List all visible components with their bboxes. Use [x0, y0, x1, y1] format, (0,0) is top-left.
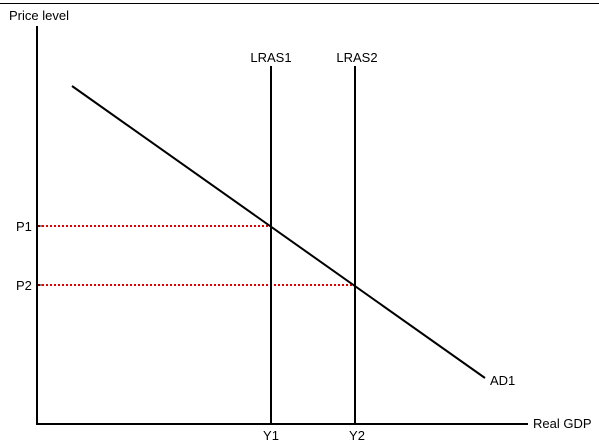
y-axis-label: Price level: [9, 8, 69, 23]
p1-label: P1: [16, 219, 32, 234]
ad1-label: AD1: [490, 373, 515, 388]
lras2-label: LRAS2: [336, 50, 377, 65]
guide-lines: [38, 225, 355, 424]
lras1-label: LRAS1: [250, 50, 291, 65]
y2-label: Y2: [349, 428, 365, 443]
y1-label: Y1: [263, 428, 279, 443]
x-axis-label: Real GDP: [533, 416, 592, 431]
p2-label: P2: [16, 278, 32, 293]
ad1-curve: [71, 85, 486, 379]
